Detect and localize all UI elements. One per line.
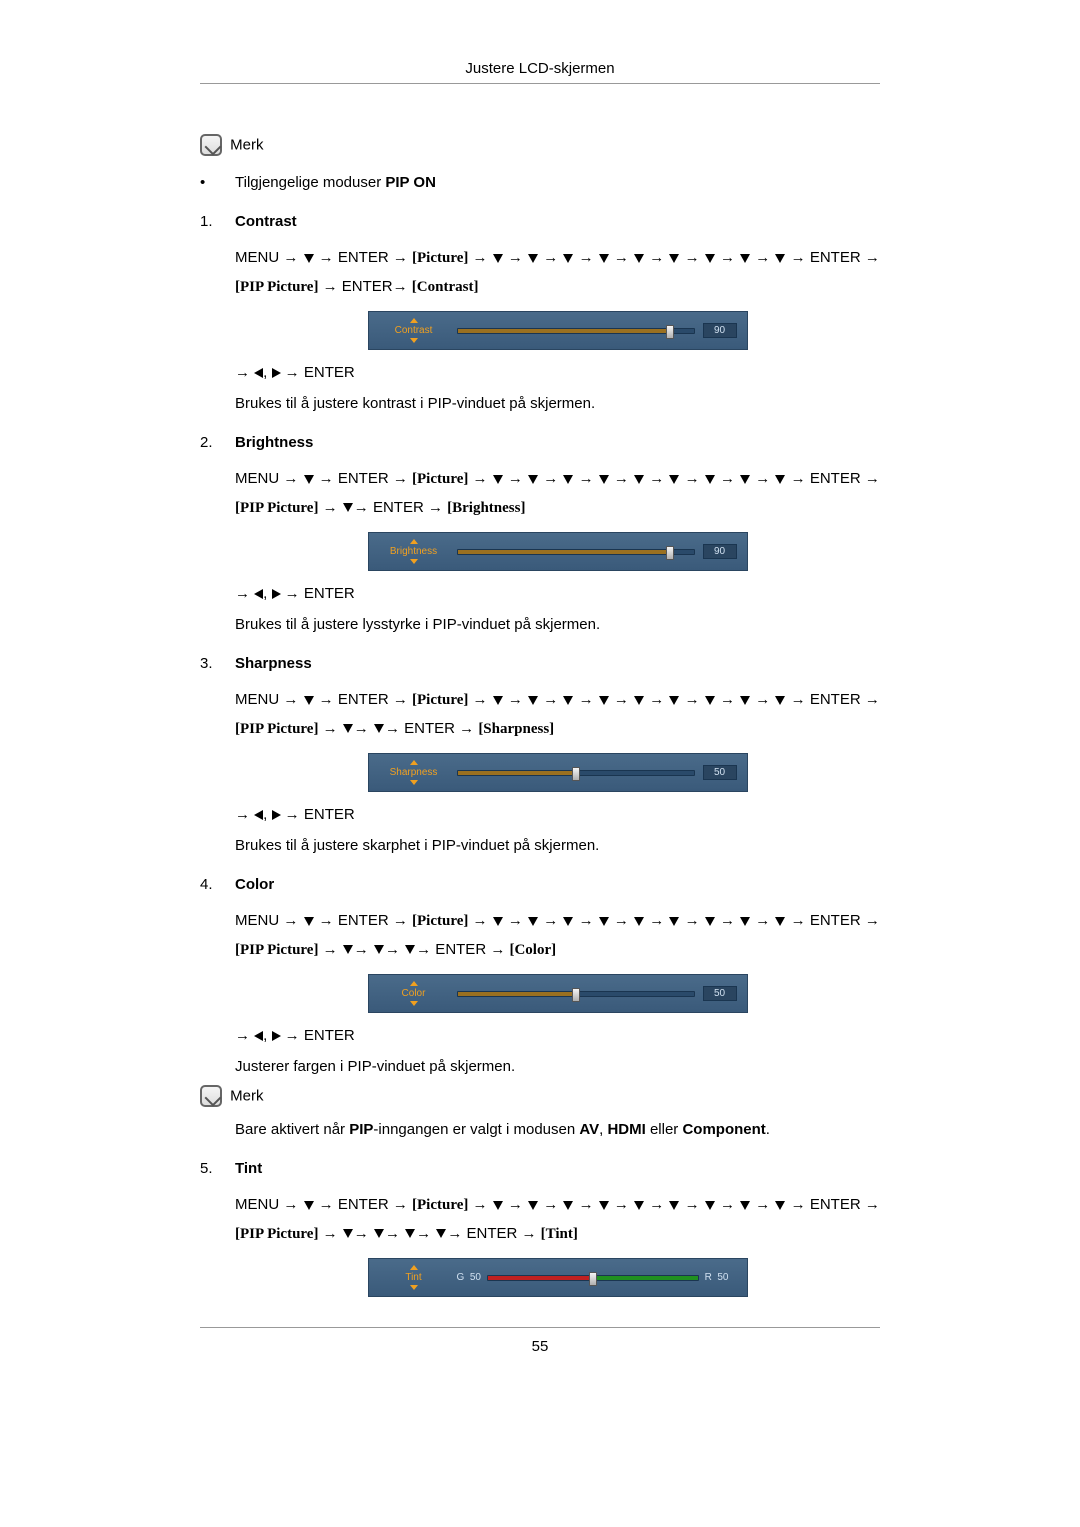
osd-slider-col: G 50 R 50 [449, 1272, 737, 1283]
adjust-line: → , → ENTER [235, 585, 880, 602]
osd-slider-tint: Tint G 50 R 50 [368, 1258, 748, 1297]
available-modes-row: • Tilgjengelige moduser PIP ON [200, 174, 880, 191]
osd-down-icon [410, 559, 418, 564]
osd-up-icon [410, 981, 418, 986]
osd-label: Color [379, 988, 449, 999]
osd-label: Brightness [379, 546, 449, 557]
item-number: 5. [200, 1160, 235, 1177]
osd-down-icon [410, 780, 418, 785]
item-heading-row: 5. Tint [200, 1160, 880, 1177]
osd-wrap: Color 50 [235, 974, 880, 1013]
osd-up-icon [410, 539, 418, 544]
item-description: Brukes til å justere lysstyrke i PIP-vin… [235, 616, 880, 633]
available-modes-text: Tilgjengelige moduser PIP ON [235, 174, 880, 191]
osd-label-col: Tint [379, 1265, 449, 1290]
osd-wrap: Sharpness 50 [235, 753, 880, 792]
osd-track[interactable] [487, 1275, 699, 1281]
nav-path: MENU → → ENTER → [Picture] → → → → → → →… [235, 1191, 880, 1248]
osd-slider-col [449, 770, 703, 776]
note-icon [200, 134, 222, 156]
page-header: Justere LCD-skjermen [200, 60, 880, 77]
osd-wrap: Tint G 50 R 50 [235, 1258, 880, 1297]
osd-down-icon [410, 1001, 418, 1006]
osd-label-col: Color [379, 981, 449, 1006]
note-block: Merk [200, 134, 880, 156]
osd-track[interactable] [457, 991, 695, 997]
osd-label-col: Sharpness [379, 760, 449, 785]
item-description: Justerer fargen i PIP-vinduet på skjerme… [235, 1058, 880, 1075]
item-number: 3. [200, 655, 235, 672]
item-heading: Contrast [235, 213, 297, 230]
nav-path: MENU → → ENTER → [Picture] → → → → → → →… [235, 686, 880, 743]
osd-down-icon [410, 1285, 418, 1290]
item-description: Brukes til å justere kontrast i PIP-vind… [235, 395, 880, 412]
osd-slider: Brightness 90 [368, 532, 748, 571]
osd-value: 50 [703, 765, 737, 780]
available-modes-bold: PIP ON [385, 174, 436, 191]
osd-slider: Color 50 [368, 974, 748, 1013]
note-label: Merk [230, 1088, 263, 1105]
osd-value: 90 [703, 544, 737, 559]
nav-path: MENU → → ENTER → [Picture] → → → → → → →… [235, 244, 880, 301]
osd-label-col: Brightness [379, 539, 449, 564]
osd-track[interactable] [457, 549, 695, 555]
adjust-line: → , → ENTER [235, 364, 880, 381]
item-heading: Brightness [235, 434, 313, 451]
adjust-line: → , → ENTER [235, 806, 880, 823]
extra-note-text: Bare aktivert når PIP-inngangen er valgt… [235, 1121, 880, 1138]
osd-label-col: Contrast [379, 318, 449, 343]
header-rule [200, 83, 880, 84]
footer-rule [200, 1327, 880, 1328]
osd-wrap: Contrast 90 [235, 311, 880, 350]
osd-value: 50 [703, 986, 737, 1001]
osd-up-icon [410, 760, 418, 765]
item-heading-row: 3. Sharpness [200, 655, 880, 672]
nav-path: MENU → → ENTER → [Picture] → → → → → → →… [235, 465, 880, 522]
osd-up-icon [410, 1265, 418, 1270]
note-label: Merk [230, 137, 263, 154]
osd-slider: Sharpness 50 [368, 753, 748, 792]
osd-track[interactable] [457, 328, 695, 334]
item-number: 1. [200, 213, 235, 230]
osd-slider-col [449, 991, 703, 997]
osd-value: 90 [703, 323, 737, 338]
bullet: • [200, 174, 235, 191]
osd-slider-col [449, 549, 703, 555]
item-heading: Sharpness [235, 655, 312, 672]
osd-slider: Contrast 90 [368, 311, 748, 350]
osd-slider-col [449, 328, 703, 334]
item-heading: Tint [235, 1160, 262, 1177]
osd-down-icon [410, 338, 418, 343]
page-number: 55 [200, 1338, 880, 1355]
item-number: 4. [200, 876, 235, 893]
osd-wrap: Brightness 90 [235, 532, 880, 571]
item-number: 2. [200, 434, 235, 451]
nav-path: MENU → → ENTER → [Picture] → → → → → → →… [235, 907, 880, 964]
adjust-line: → , → ENTER [235, 1027, 880, 1044]
osd-up-icon [410, 318, 418, 323]
item-heading-row: 4. Color [200, 876, 880, 893]
osd-track[interactable] [457, 770, 695, 776]
osd-g-label: G 50 [457, 1272, 481, 1283]
item-heading-row: 1. Contrast [200, 213, 880, 230]
osd-label: Tint [379, 1272, 449, 1283]
note-icon [200, 1085, 222, 1107]
osd-label: Contrast [379, 325, 449, 336]
item-description: Brukes til å justere skarphet i PIP-vind… [235, 837, 880, 854]
available-modes-prefix: Tilgjengelige moduser [235, 174, 385, 191]
osd-label: Sharpness [379, 767, 449, 778]
note-block: Merk [200, 1085, 880, 1107]
item-heading: Color [235, 876, 274, 893]
item-heading-row: 2. Brightness [200, 434, 880, 451]
osd-r-label: R 50 [705, 1272, 729, 1283]
